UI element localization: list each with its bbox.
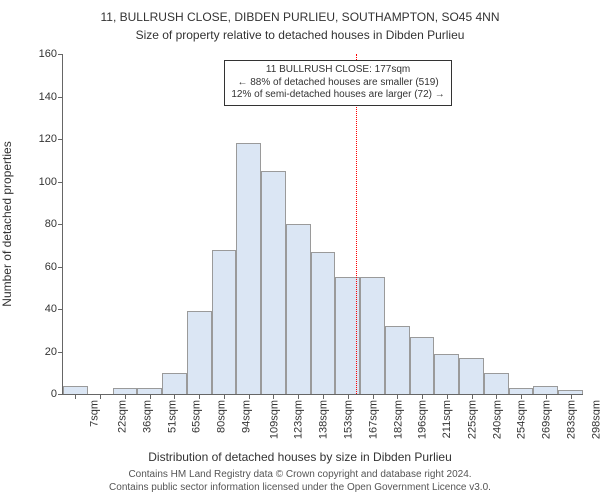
y-tick-mark: [58, 267, 63, 268]
x-tick-mark: [521, 394, 522, 399]
x-tick-label: 240sqm: [491, 400, 503, 439]
y-axis-label: Number of detached properties: [0, 141, 14, 306]
x-tick-label: 225sqm: [466, 400, 478, 439]
histogram-bar: [410, 337, 435, 394]
x-tick-mark: [546, 394, 547, 399]
x-tick-label: 36sqm: [141, 400, 153, 433]
x-tick-mark: [397, 394, 398, 399]
x-tick-mark: [348, 394, 349, 399]
histogram-bar: [212, 250, 237, 395]
x-tick-label: 65sqm: [191, 400, 203, 433]
histogram-bar: [261, 171, 286, 394]
x-tick-label: 7sqm: [89, 400, 101, 427]
histogram-bar: [385, 326, 410, 394]
x-tick-label: 94sqm: [240, 400, 252, 433]
x-axis-label: Distribution of detached houses by size …: [0, 450, 600, 464]
x-tick-mark: [75, 394, 76, 399]
x-tick-mark: [472, 394, 473, 399]
figure-root: 11, BULLRUSH CLOSE, DIBDEN PURLIEU, SOUT…: [0, 0, 600, 500]
x-tick-label: 109sqm: [268, 400, 280, 439]
chart-title-line2: Size of property relative to detached ho…: [0, 28, 600, 42]
x-tick-mark: [224, 394, 225, 399]
y-tick-mark: [58, 54, 63, 55]
x-tick-label: 283sqm: [565, 400, 577, 439]
x-tick-mark: [199, 394, 200, 399]
footer-line1: Contains HM Land Registry data © Crown c…: [0, 469, 600, 482]
histogram-bar: [63, 386, 88, 395]
x-tick-label: 211sqm: [441, 400, 453, 438]
x-tick-label: 182sqm: [392, 400, 404, 439]
y-tick-mark: [58, 352, 63, 353]
plot-area: 0204060801001201401607sqm22sqm36sqm51sqm…: [62, 54, 583, 395]
histogram-bar: [434, 354, 459, 394]
x-tick-mark: [273, 394, 274, 399]
x-tick-label: 51sqm: [166, 400, 178, 433]
x-tick-label: 196sqm: [417, 400, 429, 439]
x-tick-label: 22sqm: [117, 400, 129, 433]
x-tick-label: 80sqm: [216, 400, 228, 433]
histogram-bar: [360, 277, 385, 394]
footer-attribution: Contains HM Land Registry data © Crown c…: [0, 469, 600, 494]
x-tick-mark: [174, 394, 175, 399]
x-tick-mark: [323, 394, 324, 399]
histogram-bar: [459, 358, 484, 394]
annotation-line3: 12% of semi-detached houses are larger (…: [231, 89, 444, 102]
x-tick-mark: [496, 394, 497, 399]
x-tick-mark: [447, 394, 448, 399]
x-tick-mark: [373, 394, 374, 399]
x-tick-label: 138sqm: [318, 400, 330, 439]
histogram-bar: [187, 311, 212, 394]
y-tick-mark: [58, 97, 63, 98]
histogram-bar: [484, 373, 509, 394]
histogram-bar: [236, 143, 261, 394]
x-tick-mark: [422, 394, 423, 399]
chart-title-line1: 11, BULLRUSH CLOSE, DIBDEN PURLIEU, SOUT…: [0, 10, 600, 24]
x-tick-mark: [298, 394, 299, 399]
y-tick-mark: [58, 139, 63, 140]
y-tick-mark: [58, 182, 63, 183]
footer-line2: Contains public sector information licen…: [0, 482, 600, 495]
annotation-line2: ← 88% of detached houses are smaller (51…: [231, 77, 444, 90]
y-tick-mark: [58, 394, 63, 395]
histogram-bar: [286, 224, 311, 394]
x-tick-mark: [100, 394, 101, 399]
x-tick-mark: [571, 394, 572, 399]
histogram-bar: [533, 386, 558, 395]
histogram-bar: [162, 373, 187, 394]
x-tick-label: 167sqm: [367, 400, 379, 439]
x-tick-label: 123sqm: [293, 400, 305, 439]
x-tick-label: 298sqm: [590, 400, 600, 439]
annotation-line1: 11 BULLRUSH CLOSE: 177sqm: [231, 64, 444, 77]
x-tick-label: 153sqm: [343, 400, 355, 439]
x-tick-mark: [150, 394, 151, 399]
x-tick-label: 254sqm: [516, 400, 528, 439]
x-tick-mark: [125, 394, 126, 399]
y-tick-mark: [58, 309, 63, 310]
annotation-box: 11 BULLRUSH CLOSE: 177sqm← 88% of detach…: [224, 60, 451, 106]
x-tick-mark: [249, 394, 250, 399]
x-tick-label: 269sqm: [541, 400, 553, 439]
y-tick-mark: [58, 224, 63, 225]
histogram-bar: [311, 252, 336, 394]
